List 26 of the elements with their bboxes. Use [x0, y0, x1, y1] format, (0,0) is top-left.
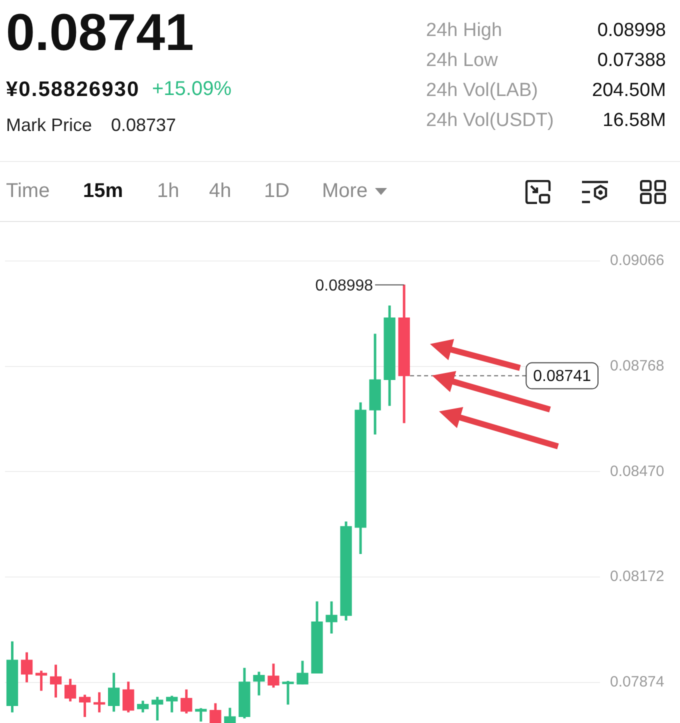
- text: 0.08741: [6, 4, 194, 62]
- y-tick-label: 0.08768: [610, 357, 664, 374]
- ref-line-label: 0.08741: [533, 368, 592, 386]
- text: 16.58M: [602, 110, 666, 130]
- text: 24h High: [426, 20, 502, 40]
- text: 24h Low: [426, 50, 498, 70]
- text: Time: [6, 180, 50, 202]
- text: 1D: [264, 180, 290, 202]
- text: 15m: [83, 180, 124, 202]
- text: 24h Vol(LAB): [426, 80, 538, 100]
- text: ¥0.58826930: [6, 78, 140, 100]
- text: +15.09%: [152, 78, 232, 100]
- text: 0.08998: [597, 20, 666, 40]
- text: 1h: [157, 180, 180, 202]
- text: 0.07388: [597, 50, 666, 70]
- y-tick-label: 0.08172: [610, 568, 664, 586]
- y-tick-label: 0.08470: [610, 462, 664, 480]
- text: More: [322, 180, 368, 202]
- text: 24h Vol(USDT): [426, 110, 554, 130]
- text: 0.08737: [111, 115, 176, 135]
- y-tick-label: 0.07874: [610, 673, 664, 690]
- text: 204.50M: [592, 80, 666, 100]
- text: 4h: [209, 180, 232, 202]
- text: Mark Price: [6, 115, 92, 135]
- y-tick-label: 0.09066: [610, 252, 664, 270]
- annotation: 0.08998: [315, 277, 374, 294]
